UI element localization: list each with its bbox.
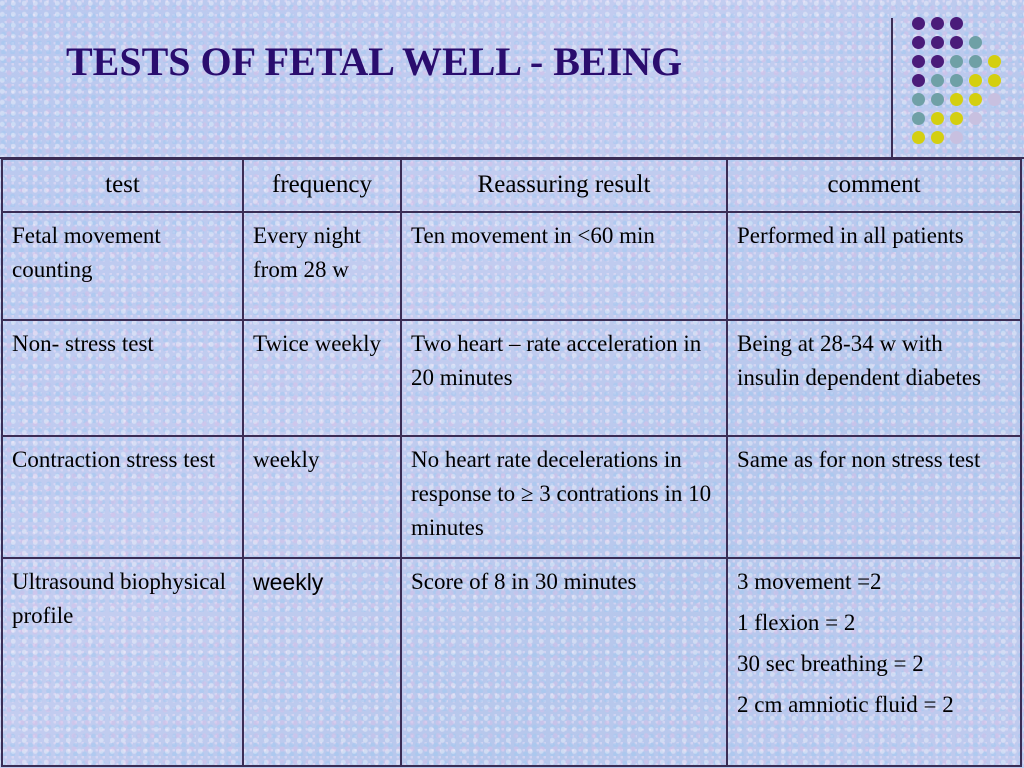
dot bbox=[950, 112, 963, 125]
dot bbox=[912, 55, 925, 68]
cell-test: Ultrasound biophysical profile bbox=[1, 557, 244, 767]
cell-result: Two heart – rate acceleration in 20 minu… bbox=[400, 319, 728, 437]
header-reassuring-result: Reassuring result bbox=[400, 158, 728, 213]
table-header-row: test frequency Reassuring result comment bbox=[1, 158, 1022, 213]
cell-comment: Performed in all patients bbox=[726, 211, 1022, 321]
dot bbox=[912, 74, 925, 87]
cell-comment: Being at 28-34 w with insulin dependent … bbox=[726, 319, 1022, 437]
dot bbox=[969, 36, 982, 49]
table-row: Non- stress test Twice weekly Two heart … bbox=[1, 319, 1022, 437]
cell-test: Fetal movement counting bbox=[1, 211, 244, 321]
cell-frequency: Twice weekly bbox=[242, 319, 402, 437]
dot bbox=[912, 131, 925, 144]
dot bbox=[931, 112, 944, 125]
cell-result: No heart rate decelerations in response … bbox=[400, 435, 728, 559]
score-line: 30 sec breathing = 2 bbox=[737, 651, 924, 676]
dot bbox=[931, 36, 944, 49]
decorative-dot-grid bbox=[0, 0, 1024, 160]
dot bbox=[931, 74, 944, 87]
score-line: 2 cm amniotic fluid = 2 bbox=[737, 692, 954, 717]
dot bbox=[988, 55, 1001, 68]
table-row: Ultrasound biophysical profile weekly Sc… bbox=[1, 557, 1022, 767]
dot bbox=[950, 55, 963, 68]
dot bbox=[950, 36, 963, 49]
dot bbox=[931, 55, 944, 68]
score-line: 3 movement =2 bbox=[737, 569, 882, 594]
cell-frequency: Every night from 28 w bbox=[242, 211, 402, 321]
dot bbox=[950, 131, 963, 144]
dot bbox=[912, 112, 925, 125]
dot bbox=[969, 55, 982, 68]
fetal-tests-table: test frequency Reassuring result comment… bbox=[1, 158, 1022, 767]
header-comment: comment bbox=[726, 158, 1022, 213]
dot bbox=[912, 36, 925, 49]
dot bbox=[912, 17, 925, 30]
cell-result: Ten movement in <60 min bbox=[400, 211, 728, 321]
dot bbox=[931, 131, 944, 144]
dot bbox=[988, 93, 1001, 106]
dot bbox=[969, 112, 982, 125]
header-frequency: frequency bbox=[242, 158, 402, 213]
table-row: Fetal movement counting Every night from… bbox=[1, 211, 1022, 321]
cell-comment: Same as for non stress test bbox=[726, 435, 1022, 559]
dot bbox=[969, 74, 982, 87]
cell-frequency: weekly bbox=[242, 557, 402, 767]
dot bbox=[950, 93, 963, 106]
score-line: 1 flexion = 2 bbox=[737, 610, 856, 635]
header-test: test bbox=[1, 158, 244, 213]
cell-frequency: weekly bbox=[242, 435, 402, 559]
dot bbox=[950, 74, 963, 87]
slide-title: TESTS OF FETAL WELL - BEING bbox=[66, 39, 683, 84]
decorative-horizontal-rule bbox=[0, 157, 1024, 159]
table-row: Contraction stress test weekly No heart … bbox=[1, 435, 1022, 559]
cell-test: Non- stress test bbox=[1, 319, 244, 437]
decorative-vertical-rule bbox=[891, 18, 893, 160]
dot bbox=[988, 74, 1001, 87]
dot bbox=[950, 17, 963, 30]
cell-result: Score of 8 in 30 minutes bbox=[400, 557, 728, 767]
cell-test: Contraction stress test bbox=[1, 435, 244, 559]
cell-comment-score-list: 3 movement =2 1 flexion = 2 30 sec breat… bbox=[726, 557, 1022, 767]
dot bbox=[969, 93, 982, 106]
dot bbox=[912, 93, 925, 106]
dot bbox=[931, 17, 944, 30]
dot bbox=[931, 93, 944, 106]
